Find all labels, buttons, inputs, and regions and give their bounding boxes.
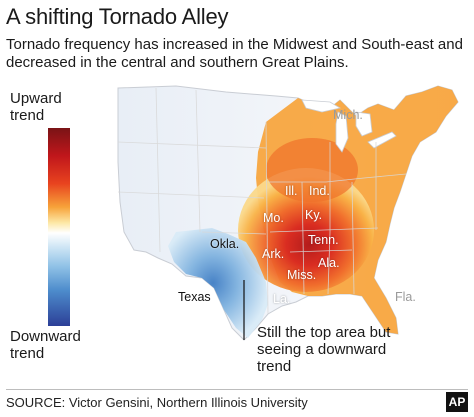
lake-superior xyxy=(301,99,342,113)
cool-plains-region xyxy=(168,228,268,338)
label-texas: Texas xyxy=(178,290,211,304)
footer-divider xyxy=(6,389,468,390)
lake-michigan xyxy=(335,111,349,153)
state-borders xyxy=(117,87,407,315)
ap-logo: AP xyxy=(446,392,468,412)
label-la: La. xyxy=(273,292,291,306)
source-credit: SOURCE: Victor Gensini, Northern Illinoi… xyxy=(6,395,308,410)
lake-erie xyxy=(367,131,397,149)
label-miss: Miss. xyxy=(287,268,317,282)
label-mich: Mich. xyxy=(333,108,363,122)
midwest-hot-region xyxy=(266,138,358,202)
legend-colorbar xyxy=(48,128,70,326)
us-trend-map xyxy=(117,85,459,341)
label-ind: Ind. xyxy=(309,184,330,198)
label-fla: Fla. xyxy=(395,290,416,304)
legend-upward-label: Upward trend xyxy=(10,90,62,124)
label-ala: Ala. xyxy=(318,256,340,270)
subtitle: Tornado frequency has increased in the M… xyxy=(6,36,463,71)
hot-core-region xyxy=(238,168,374,292)
label-ky: Ky. xyxy=(305,208,323,222)
label-mo: Mo. xyxy=(263,211,284,225)
label-ill: Ill. xyxy=(285,184,298,198)
legend-downward-label: Downward trend xyxy=(10,328,81,362)
page-title: A shifting Tornado Alley xyxy=(6,4,229,29)
label-tenn: Tenn. xyxy=(308,233,339,247)
lake-huron xyxy=(355,111,373,137)
label-ark: Ark. xyxy=(262,247,285,261)
label-okla: Okla. xyxy=(210,237,240,251)
map-annotation: Still the top area but seeing a downward… xyxy=(257,324,391,375)
